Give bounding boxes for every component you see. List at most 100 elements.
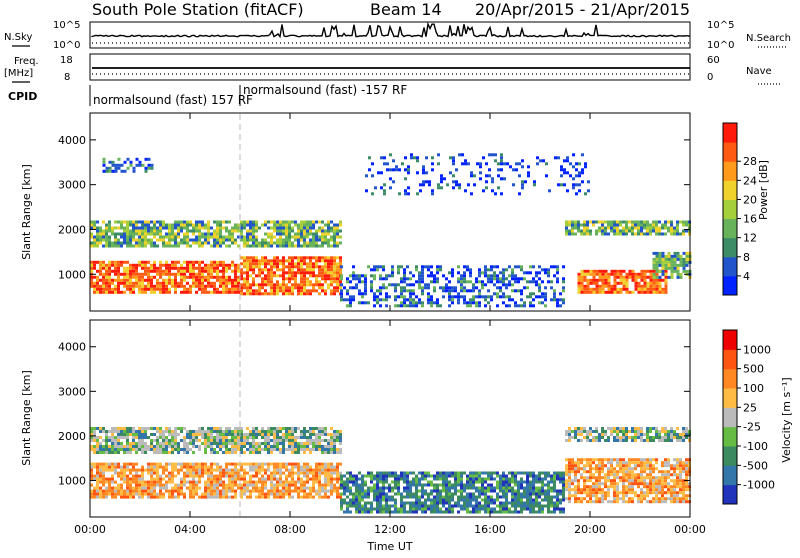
- echo-cell: [243, 239, 246, 242]
- echo-cell: [195, 239, 198, 242]
- echo-cell: [661, 227, 664, 230]
- echo-cell: [297, 436, 300, 439]
- echo-cell: [159, 466, 162, 469]
- echo-cell: [219, 242, 222, 245]
- noise-sky-trace: [92, 24, 690, 37]
- echo-cell: [496, 475, 499, 478]
- echo-cell: [108, 276, 111, 279]
- echo-cell: [484, 295, 487, 298]
- colorbar-swatch: [723, 123, 737, 143]
- echo-cell: [448, 289, 451, 292]
- echo-cell: [129, 270, 132, 273]
- echo-cell: [484, 493, 487, 496]
- echo-cell: [526, 490, 529, 493]
- echo-cell: [517, 277, 520, 280]
- echo-cell: [108, 279, 111, 282]
- echo-cell: [315, 427, 318, 430]
- echo-cell: [667, 227, 670, 230]
- echo-cell: [186, 239, 189, 242]
- echo-cell: [288, 268, 291, 271]
- echo-cell: [403, 472, 406, 475]
- cpid-entry-1: normalsound (fast) -157 RF: [243, 83, 407, 97]
- echo-cell: [400, 286, 403, 289]
- echo-cell: [249, 221, 252, 224]
- echo-cell: [470, 171, 473, 174]
- echo-cell: [198, 448, 201, 451]
- echo-cell: [544, 298, 547, 301]
- echo-cell: [385, 274, 388, 277]
- echo-cell: [105, 224, 108, 227]
- echo-cell: [454, 472, 457, 475]
- echo-cell: [336, 236, 339, 239]
- echo-cell: [162, 472, 165, 475]
- echo-cell: [144, 273, 147, 276]
- echo-cell: [466, 511, 469, 514]
- echo-cell: [207, 484, 210, 487]
- echo-cell: [195, 227, 198, 230]
- echo-cell: [490, 298, 493, 301]
- echo-cell: [686, 270, 689, 273]
- echo-cell: [168, 493, 171, 496]
- echo-cell: [559, 499, 562, 502]
- echo-cell: [96, 493, 99, 496]
- echo-cell: [566, 159, 569, 162]
- echo-cell: [123, 466, 126, 469]
- echo-cell: [174, 436, 177, 439]
- echo-cell: [288, 292, 291, 295]
- echo-cell: [192, 439, 195, 442]
- echo-cell: [412, 298, 415, 301]
- echo-cell: [294, 442, 297, 445]
- echo-cell: [662, 270, 665, 273]
- echo-cell: [246, 239, 249, 242]
- echo-cell: [578, 291, 581, 294]
- echo-cell: [147, 487, 150, 490]
- echo-cell: [324, 478, 327, 481]
- echo-cell: [379, 499, 382, 502]
- echo-cell: [650, 270, 653, 273]
- echo-cell: [333, 439, 336, 442]
- echo-cell: [318, 239, 321, 242]
- echo-cell: [409, 502, 412, 505]
- echo-cell: [96, 242, 99, 245]
- echo-cell: [285, 493, 288, 496]
- echo-cell: [668, 264, 671, 267]
- echo-cell: [114, 279, 117, 282]
- echo-cell: [339, 271, 342, 274]
- echo-cell: [282, 448, 285, 451]
- echo-cell: [339, 472, 342, 475]
- echo-cell: [571, 464, 574, 467]
- echo-cell: [581, 171, 584, 174]
- echo-cell: [371, 162, 374, 165]
- echo-cell: [231, 475, 234, 478]
- echo-cell: [538, 490, 541, 493]
- echo-cell: [288, 265, 291, 268]
- echo-cell: [321, 427, 324, 430]
- echo-cell: [306, 436, 309, 439]
- echo-cell: [475, 502, 478, 505]
- echo-cell: [96, 439, 99, 442]
- echo-cell: [545, 174, 548, 177]
- echo-cell: [135, 245, 138, 248]
- echo-cell: [171, 245, 174, 248]
- echo-cell: [587, 279, 590, 282]
- echo-cell: [361, 487, 364, 490]
- echo-cell: [315, 469, 318, 472]
- echo-cell: [547, 496, 550, 499]
- echo-cell: [484, 508, 487, 511]
- echo-cell: [451, 295, 454, 298]
- echo-cell: [643, 233, 646, 236]
- echo-cell: [264, 268, 267, 271]
- echo-cell: [291, 236, 294, 239]
- echo-cell: [404, 177, 407, 180]
- echo-cell: [577, 224, 580, 227]
- echo-cell: [225, 221, 228, 224]
- echo-cell: [180, 448, 183, 451]
- echo-cell: [150, 466, 153, 469]
- echo-cell: [105, 469, 108, 472]
- echo-cell: [623, 282, 626, 285]
- echo-cell: [318, 472, 321, 475]
- echo-cell: [114, 439, 117, 442]
- echo-cell: [105, 279, 108, 282]
- echo-cell: [333, 236, 336, 239]
- echo-cell: [297, 442, 300, 445]
